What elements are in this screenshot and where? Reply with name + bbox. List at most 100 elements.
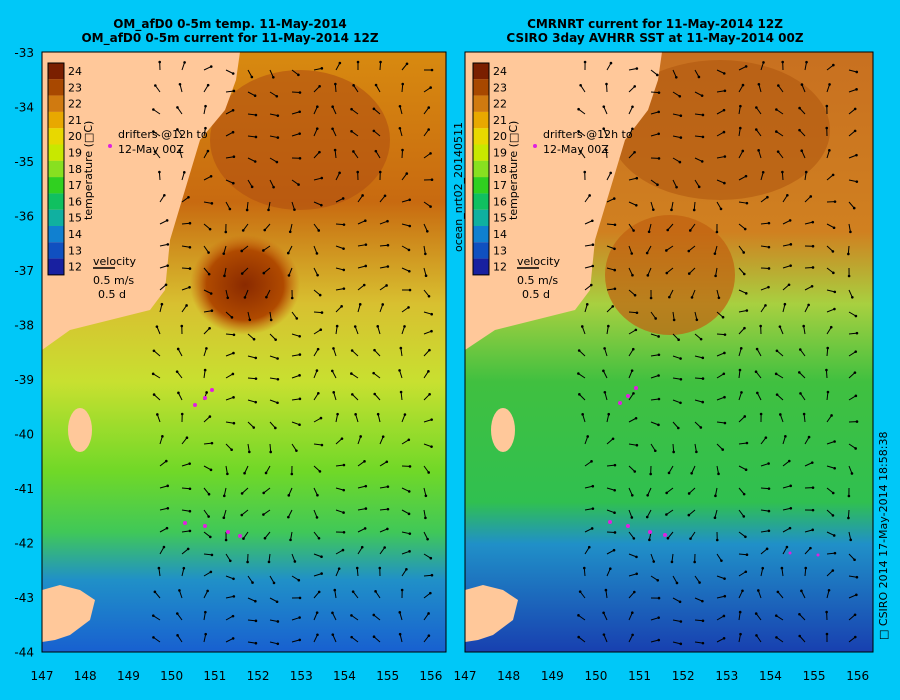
velocity-arrow (848, 465, 853, 474)
velocity-arrow (781, 171, 784, 181)
x-tick-label: 156 (846, 669, 869, 683)
colorbar-tick-label: 13 (493, 244, 507, 257)
velocity-arrow (352, 591, 359, 599)
velocity-arrow (716, 69, 725, 74)
velocity-arrow-head (652, 208, 655, 211)
velocity-arrow (650, 575, 659, 581)
velocity-arrow-head (408, 550, 411, 553)
velocity-arrow (291, 201, 295, 210)
velocity-arrow (804, 304, 810, 313)
velocity-arrow-head (240, 492, 244, 495)
velocity-arrow (423, 107, 430, 115)
velocity-arrow-head (276, 136, 280, 139)
velocity-arrow-head (580, 325, 584, 328)
velocity-arrow-head (701, 377, 705, 380)
velocity-arrow-head (668, 295, 671, 299)
velocity-arrow (401, 487, 410, 492)
velocity-arrow-head (207, 251, 210, 254)
colorbar-tick-label: 21 (493, 114, 507, 127)
velocity-arrow-head (378, 170, 382, 174)
velocity-arrow-head (632, 537, 636, 540)
velocity-arrow (241, 509, 249, 516)
velocity-arrow (225, 553, 231, 562)
velocity-arrow-head (579, 83, 582, 87)
velocity-arrow (379, 265, 388, 269)
velocity-arrow (672, 399, 681, 404)
x-tick-label: 155 (803, 669, 826, 683)
y-tick-label: -36 (14, 210, 34, 224)
velocity-arrow (335, 198, 344, 203)
velocity-arrow-head (298, 91, 302, 94)
velocity-arrow-head (635, 176, 639, 180)
velocity-arrow (401, 245, 410, 251)
velocity-arrow (628, 311, 638, 314)
velocity-arrow-head (408, 465, 412, 468)
velocity-arrow (584, 546, 590, 555)
right-map-frame (464, 51, 874, 653)
velocity-arrow (760, 509, 769, 512)
velocity-arrow-head (165, 526, 169, 530)
velocity-arrow-head (222, 494, 226, 498)
velocity-arrow (225, 109, 234, 115)
velocity-arrow (225, 156, 234, 159)
velocity-arrow (423, 635, 430, 643)
velocity-arrow-head (828, 83, 831, 86)
velocity-arrow (579, 591, 586, 599)
velocity-arrow-head (364, 243, 368, 246)
velocity-arrow (401, 149, 404, 159)
velocity-arrow (225, 443, 232, 451)
velocity-arrow-head (385, 460, 389, 464)
velocity-arrow (225, 465, 228, 474)
velocity-arrow (357, 304, 361, 313)
velocity-arrow-head (297, 73, 300, 77)
velocity-arrow-head (678, 160, 682, 164)
velocity-arrow-head (232, 595, 236, 598)
velocity-arrow (225, 352, 234, 357)
velocity-arrow (714, 245, 718, 254)
velocity-arrow (755, 129, 762, 137)
velocity-arrow-head (276, 642, 280, 646)
velocity-arrow-head (701, 135, 705, 139)
velocity-arrow (628, 487, 633, 496)
colorbar-tick-label: 16 (493, 195, 507, 208)
velocity-arrow (154, 151, 161, 159)
velocity-arrow-head (263, 536, 267, 540)
velocity-arrow-head (722, 636, 726, 640)
velocity-arrow-head (354, 413, 357, 416)
velocity-arrow-head (744, 292, 748, 295)
velocity-arrow-head (742, 251, 746, 254)
velocity-arrow-head (776, 590, 780, 594)
left-y-axis-ticks: -33 -34 -35 -36 -37 -38 -39 -40 -41 -42 -43 -44 (14, 46, 34, 660)
velocity-arrow-head (679, 357, 682, 360)
velocity-arrow (290, 531, 293, 540)
velocity-arrow-head (633, 293, 637, 297)
velocity-arrow-head (289, 538, 292, 542)
velocity-arrow (243, 531, 249, 539)
velocity-arrow (399, 106, 403, 115)
velocity-arrow (313, 151, 320, 159)
velocity-arrow (690, 531, 696, 539)
velocity-arrow (357, 284, 365, 291)
velocity-arrow (159, 195, 165, 203)
velocity-arrow-head (262, 513, 265, 516)
velocity-arrow-head (254, 599, 257, 603)
velocity-arrow (738, 465, 747, 471)
velocity-arrow (291, 443, 297, 451)
velocity-arrow (313, 634, 318, 643)
right-drifters-label2: 12-May 00Z (543, 143, 609, 156)
velocity-arrow (203, 84, 209, 93)
velocity-arrow-head (338, 61, 342, 65)
velocity-arrow (400, 391, 403, 401)
velocity-arrow-head (802, 324, 805, 328)
velocity-arrow (203, 531, 211, 538)
velocity-arrow (181, 487, 191, 490)
velocity-arrow (848, 179, 857, 183)
velocity-arrow (333, 348, 337, 357)
velocity-arrow-head (678, 600, 682, 604)
velocity-arrow (848, 223, 851, 232)
velocity-arrow-head (405, 62, 409, 66)
velocity-arrow (401, 63, 408, 71)
right-warm-core (610, 60, 830, 200)
velocity-arrow-head (315, 252, 319, 255)
velocity-arrow-head (290, 296, 294, 300)
